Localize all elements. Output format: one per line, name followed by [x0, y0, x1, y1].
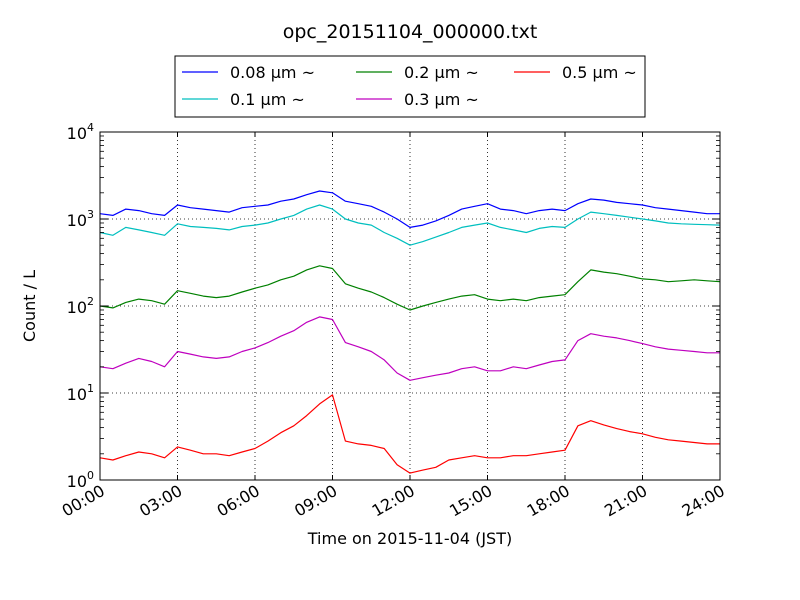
x-tick-label: 06:00	[214, 481, 263, 521]
legend-label-4: 0.5 μm ~	[562, 63, 637, 82]
y-tick-label: 101	[67, 382, 94, 404]
legend-label-3: 0.3 μm ~	[404, 90, 479, 109]
y-tick-label: 100	[67, 469, 94, 491]
chart-title: opc_20151104_000000.txt	[283, 21, 538, 43]
y-tick-label: 102	[67, 295, 94, 317]
x-tick-label: 18:00	[524, 481, 573, 521]
x-tick-label: 21:00	[601, 481, 650, 521]
x-axis-label: Time on 2015-11-04 (JST)	[307, 529, 512, 548]
legend-box	[174, 55, 646, 118]
x-tick-label: 09:00	[291, 481, 340, 521]
legend-label-2: 0.2 μm ~	[404, 63, 479, 82]
x-tick-label: 12:00	[369, 481, 418, 521]
series-line-3	[99, 316, 720, 381]
series-lines	[99, 190, 721, 474]
series-line-1	[99, 204, 721, 246]
series-line-0	[99, 190, 720, 228]
y-tick-label: 104	[67, 121, 94, 143]
legend-label-1: 0.1 μm ~	[230, 90, 305, 109]
y-axis-label: Count / L	[20, 270, 39, 342]
series-line-2	[99, 265, 721, 311]
x-tick-label: 03:00	[136, 481, 185, 521]
legend-label-0: 0.08 μm ~	[230, 63, 315, 82]
series-line-4	[99, 394, 720, 474]
x-tick-label: 24:00	[679, 481, 728, 521]
y-tick-label: 103	[67, 208, 94, 230]
grid-lines	[100, 132, 720, 480]
legend: 0.08 μm ~ 0.1 μm ~ 0.2 μm ~ 0.3 μm ~ 0.5 μm …	[174, 55, 646, 118]
x-tick-label: 15:00	[446, 481, 495, 521]
